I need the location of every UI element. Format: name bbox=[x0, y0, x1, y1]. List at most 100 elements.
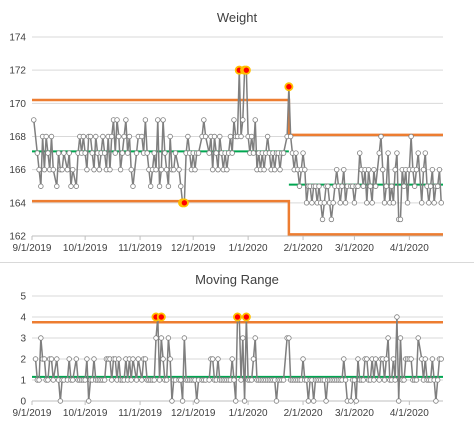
weight-data-point bbox=[82, 150, 88, 156]
moving-range-data-point bbox=[116, 356, 122, 362]
weight-data-point bbox=[84, 166, 90, 173]
weight-data-point bbox=[250, 150, 257, 156]
weight-chart-title: Weight bbox=[217, 10, 258, 25]
weight-y-tick-label: 164 bbox=[9, 198, 26, 209]
weight-data-point bbox=[411, 183, 418, 189]
weight-data-point bbox=[309, 200, 315, 206]
moving-range-data-point bbox=[73, 356, 79, 362]
weight-data-point bbox=[401, 183, 407, 189]
weight-data-point bbox=[434, 183, 441, 189]
weight-data-point bbox=[300, 150, 306, 156]
weight-x-tick-label: 10/1/2019 bbox=[63, 243, 108, 254]
weight-data-point bbox=[415, 150, 421, 156]
weight-data-point bbox=[408, 133, 414, 140]
weight-data-point bbox=[55, 150, 62, 156]
moving-range-data-point bbox=[390, 356, 397, 362]
moving-range-signal-point bbox=[232, 312, 242, 322]
weight-x-tick-label: 4/1/2020 bbox=[390, 243, 429, 254]
weight-data-point bbox=[123, 117, 129, 123]
weight-data-point bbox=[341, 166, 347, 173]
weight-data-point bbox=[380, 166, 386, 173]
weight-data-point bbox=[89, 150, 95, 156]
moving-range-data-point bbox=[233, 398, 239, 404]
weight-data-point bbox=[229, 150, 235, 156]
weight-y-tick-label: 166 bbox=[9, 165, 26, 176]
moving-range-chart-title: Moving Range bbox=[195, 272, 279, 287]
weight-data-point bbox=[114, 117, 120, 123]
weight-data-point bbox=[381, 200, 388, 206]
weight-data-point bbox=[280, 150, 287, 156]
moving-range-data-point bbox=[310, 398, 317, 404]
moving-range-y-tick-label: 1 bbox=[20, 376, 26, 387]
moving-range-data-point bbox=[434, 377, 441, 383]
weight-data-point bbox=[383, 183, 390, 189]
weight-data-point bbox=[367, 183, 374, 189]
weight-data-point bbox=[151, 150, 157, 156]
weight-data-point bbox=[128, 166, 134, 173]
weight-signal-point bbox=[284, 82, 294, 92]
weight-data-point bbox=[372, 183, 379, 189]
weight-data-point bbox=[165, 183, 172, 189]
weight-data-point bbox=[371, 166, 377, 173]
moving-range-y-tick-label: 4 bbox=[20, 313, 26, 324]
weight-data-point bbox=[385, 150, 391, 156]
weight-data-point bbox=[427, 183, 434, 189]
moving-range-data-point bbox=[160, 356, 166, 362]
moving-range-x-tick-label: 4/1/2020 bbox=[390, 408, 429, 419]
moving-range-data-point bbox=[415, 335, 421, 341]
moving-range-data-point bbox=[41, 356, 48, 362]
weight-data-point bbox=[54, 183, 60, 189]
moving-range-data-point bbox=[413, 377, 420, 383]
weight-data-point bbox=[176, 166, 182, 173]
weight-data-point bbox=[73, 183, 79, 189]
weight-data-point bbox=[436, 166, 443, 173]
moving-range-data-point bbox=[286, 335, 292, 341]
moving-range-data-point bbox=[179, 398, 186, 404]
moving-range-x-tick-label: 12/1/2019 bbox=[171, 408, 216, 419]
moving-range-data-point bbox=[178, 377, 184, 383]
weight-data-point bbox=[240, 117, 246, 123]
weight-data-point bbox=[101, 150, 108, 156]
weight-data-point bbox=[330, 200, 336, 206]
moving-range-chart: Moving Range 0 1 2 3 4 5 9/1/2019 10/1/2019 11/1… bbox=[13, 272, 444, 419]
weight-data-point bbox=[171, 166, 177, 173]
weight-data-point bbox=[420, 166, 427, 173]
weight-data-line bbox=[33, 69, 442, 221]
weight-data-point bbox=[206, 150, 212, 156]
weight-data-point bbox=[167, 133, 173, 140]
weight-data-point bbox=[142, 117, 149, 123]
weight-data-point bbox=[302, 166, 308, 173]
weight-data-point bbox=[31, 117, 37, 123]
moving-range-x-tick-label: 1/1/2020 bbox=[229, 408, 268, 419]
moving-range-data-point bbox=[381, 377, 388, 383]
weight-data-point bbox=[404, 200, 411, 206]
moving-range-data-point bbox=[248, 377, 255, 383]
moving-range-data-point bbox=[128, 377, 134, 383]
weight-data-point bbox=[116, 133, 122, 140]
weight-y-tick-label: 168 bbox=[9, 132, 26, 143]
weight-data-point bbox=[162, 150, 168, 156]
weight-x-tick-label: 3/1/2020 bbox=[335, 243, 374, 254]
weight-data-point bbox=[303, 200, 310, 206]
weight-data-point bbox=[91, 166, 97, 173]
weight-data-point bbox=[426, 200, 432, 206]
weight-data-point bbox=[117, 166, 124, 173]
moving-range-data-point bbox=[364, 356, 370, 362]
weight-upper-control-limit bbox=[32, 98, 443, 137]
moving-range-data-point bbox=[151, 377, 157, 383]
moving-range-data-point bbox=[169, 398, 175, 404]
moving-range-data-point bbox=[396, 398, 402, 404]
moving-range-y-tick-label: 5 bbox=[20, 292, 26, 303]
weight-data-point bbox=[378, 133, 384, 140]
weight-data-point bbox=[328, 216, 335, 223]
weight-data-point bbox=[201, 117, 207, 123]
moving-range-data-point bbox=[371, 377, 377, 383]
weight-y-tick-label: 170 bbox=[9, 99, 26, 110]
moving-range-data-point bbox=[394, 314, 400, 320]
moving-range-data-point bbox=[194, 398, 200, 404]
moving-range-data-point bbox=[360, 377, 366, 383]
moving-range-x-tick-label: 10/1/2019 bbox=[63, 408, 108, 419]
weight-data-point bbox=[178, 183, 184, 189]
moving-range-data-point bbox=[422, 356, 428, 362]
moving-range-data-point bbox=[70, 377, 76, 383]
